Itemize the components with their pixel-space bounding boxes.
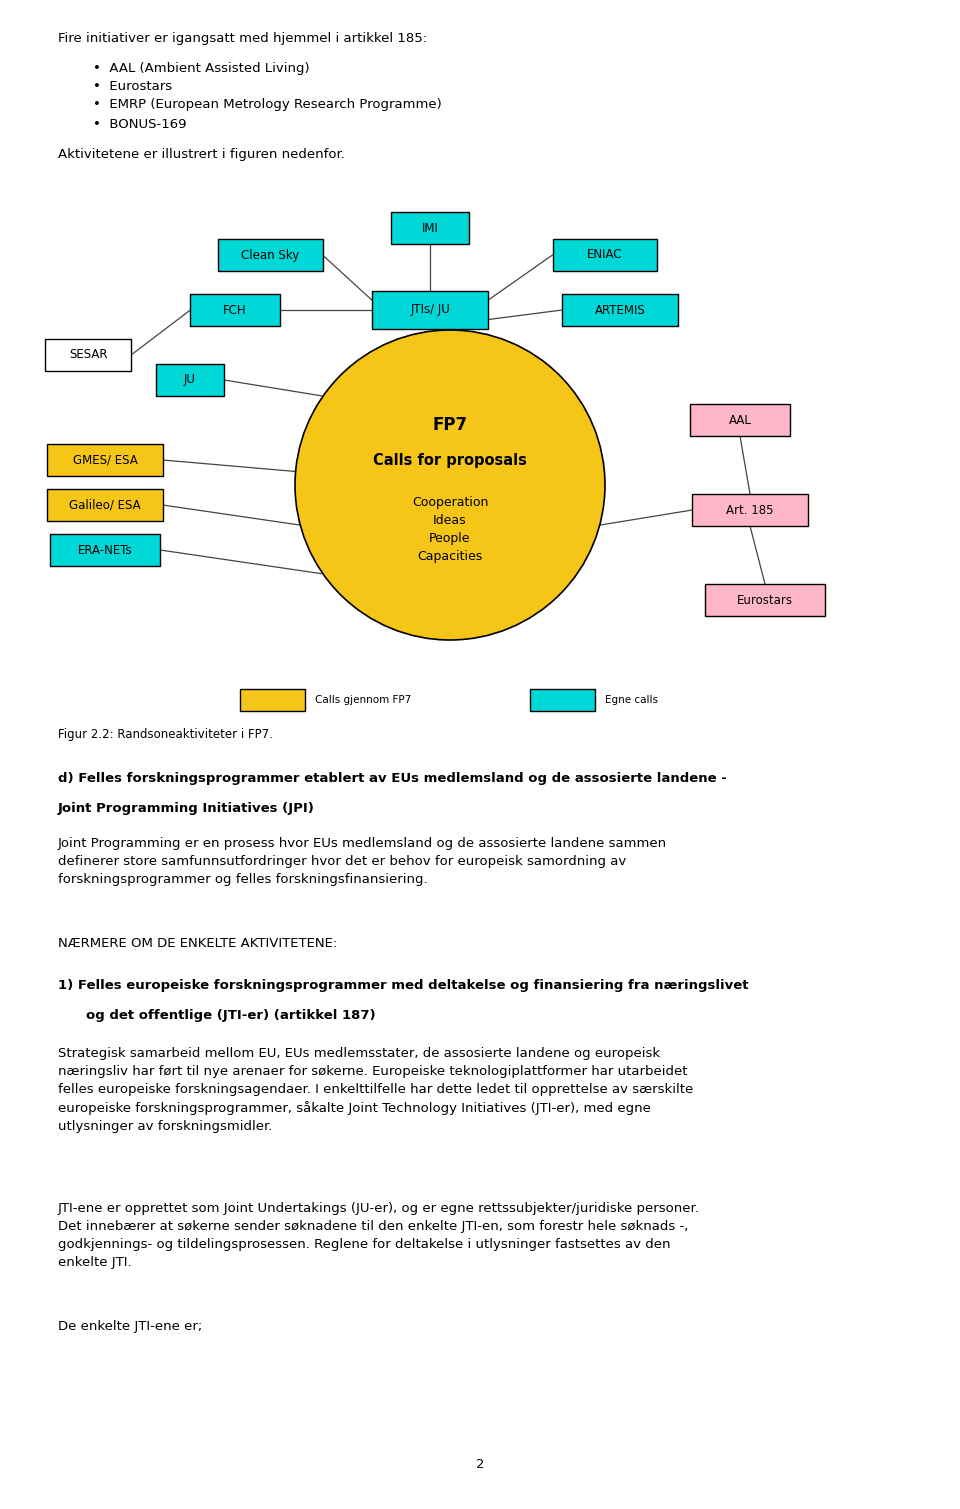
Text: •  BONUS-169: • BONUS-169 xyxy=(93,118,186,131)
FancyBboxPatch shape xyxy=(705,584,826,616)
Text: NÆRMERE OM DE ENKELTE AKTIVITETENE:: NÆRMERE OM DE ENKELTE AKTIVITETENE: xyxy=(58,937,337,951)
Text: JU: JU xyxy=(184,374,196,386)
FancyBboxPatch shape xyxy=(530,690,595,711)
FancyBboxPatch shape xyxy=(692,493,807,527)
Text: FP7: FP7 xyxy=(432,416,468,435)
Text: Galileo/ ESA: Galileo/ ESA xyxy=(69,498,141,512)
Text: Eurostars: Eurostars xyxy=(737,593,793,607)
Text: 1) Felles europeiske forskningsprogrammer med deltakelse og finansiering fra nær: 1) Felles europeiske forskningsprogramme… xyxy=(58,979,749,991)
Text: Cooperation
Ideas
People
Capacities: Cooperation Ideas People Capacities xyxy=(412,496,489,563)
Text: ERA-NETs: ERA-NETs xyxy=(78,543,132,557)
Text: ARTEMIS: ARTEMIS xyxy=(594,303,645,317)
Text: De enkelte JTI-ene er;: De enkelte JTI-ene er; xyxy=(58,1320,203,1332)
FancyBboxPatch shape xyxy=(190,294,279,326)
Text: Calls for proposals: Calls for proposals xyxy=(373,453,527,468)
Text: Fire initiativer er igangsatt med hjemmel i artikkel 185:: Fire initiativer er igangsatt med hjemme… xyxy=(58,32,427,45)
FancyBboxPatch shape xyxy=(372,291,488,329)
Text: FCH: FCH xyxy=(223,303,247,317)
FancyBboxPatch shape xyxy=(156,364,224,395)
Text: •  EMRP (European Metrology Research Programme): • EMRP (European Metrology Research Prog… xyxy=(93,98,442,112)
FancyBboxPatch shape xyxy=(553,238,658,272)
Text: 2: 2 xyxy=(476,1458,484,1471)
FancyBboxPatch shape xyxy=(240,690,305,711)
Text: Calls gjennom FP7: Calls gjennom FP7 xyxy=(315,696,411,705)
FancyBboxPatch shape xyxy=(690,404,790,436)
FancyBboxPatch shape xyxy=(47,444,163,475)
Text: Figur 2.2: Randsoneaktiviteter i FP7.: Figur 2.2: Randsoneaktiviteter i FP7. xyxy=(58,727,273,741)
Text: •  Eurostars: • Eurostars xyxy=(93,80,172,94)
Text: d) Felles forskningsprogrammer etablert av EUs medlemsland og de assosierte land: d) Felles forskningsprogrammer etablert … xyxy=(58,773,727,785)
FancyBboxPatch shape xyxy=(391,211,469,244)
Text: AAL: AAL xyxy=(729,413,752,427)
Text: GMES/ ESA: GMES/ ESA xyxy=(73,454,137,466)
Text: Egne calls: Egne calls xyxy=(605,696,658,705)
Text: Aktivitetene er illustrert i figuren nedenfor.: Aktivitetene er illustrert i figuren ned… xyxy=(58,148,345,161)
Text: •  AAL (Ambient Assisted Living): • AAL (Ambient Assisted Living) xyxy=(93,62,310,75)
Text: JTIs/ JU: JTIs/ JU xyxy=(410,303,450,317)
Text: Clean Sky: Clean Sky xyxy=(241,249,300,261)
Text: SESAR: SESAR xyxy=(69,349,108,362)
Text: JTI-ene er opprettet som Joint Undertakings (JU-er), og er egne rettssubjekter/j: JTI-ene er opprettet som Joint Undertaki… xyxy=(58,1203,700,1269)
Text: ENIAC: ENIAC xyxy=(588,249,623,261)
FancyBboxPatch shape xyxy=(47,489,163,521)
Text: Joint Programming Initiatives (JPI): Joint Programming Initiatives (JPI) xyxy=(58,801,315,815)
Text: IMI: IMI xyxy=(421,222,439,234)
FancyBboxPatch shape xyxy=(50,534,160,566)
Text: og det offentlige (JTI-er) (artikkel 187): og det offentlige (JTI-er) (artikkel 187… xyxy=(86,1010,375,1022)
FancyBboxPatch shape xyxy=(45,340,132,371)
Ellipse shape xyxy=(295,330,605,640)
Text: Art. 185: Art. 185 xyxy=(727,504,774,516)
Text: Strategisk samarbeid mellom EU, EUs medlemsstater, de assosierte landene og euro: Strategisk samarbeid mellom EU, EUs medl… xyxy=(58,1047,693,1133)
Text: Joint Programming er en prosess hvor EUs medlemsland og de assosierte landene sa: Joint Programming er en prosess hvor EUs… xyxy=(58,837,667,886)
FancyBboxPatch shape xyxy=(218,238,323,272)
FancyBboxPatch shape xyxy=(563,294,678,326)
